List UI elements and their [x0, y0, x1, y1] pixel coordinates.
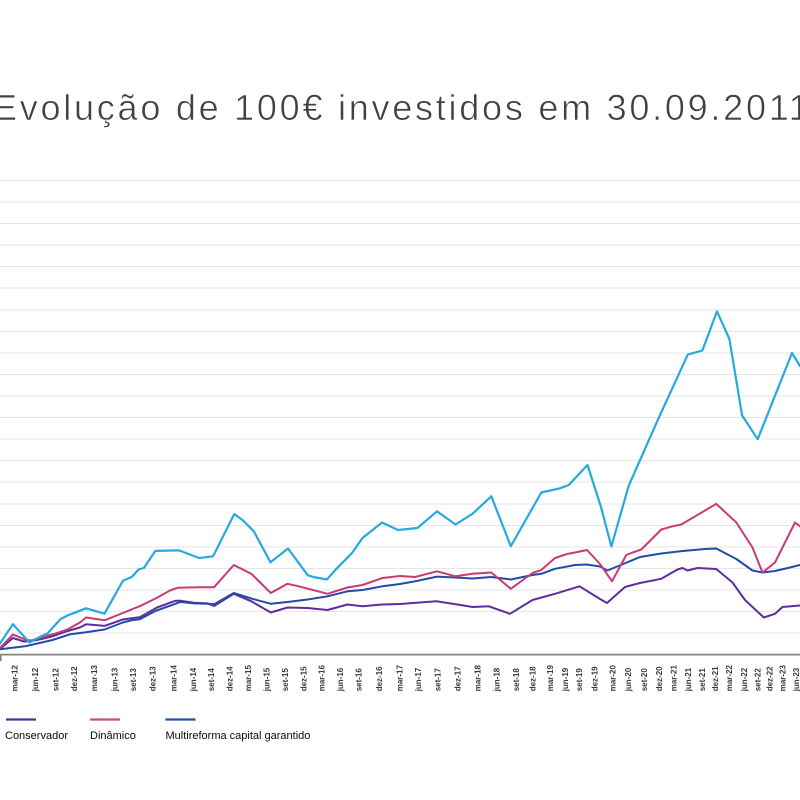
svg-text:jun-13: jun-13 [111, 667, 120, 692]
svg-text:dez-14: dez-14 [226, 666, 235, 691]
svg-text:set-17: set-17 [433, 668, 442, 692]
svg-text:Conservador: Conservador [5, 730, 68, 742]
svg-text:dez-13: dez-13 [148, 666, 157, 691]
svg-text:set-15: set-15 [281, 668, 290, 692]
svg-text:dez-16: dez-16 [375, 666, 384, 691]
svg-text:set-21: set-21 [698, 668, 707, 692]
svg-text:jun-12: jun-12 [31, 667, 40, 692]
svg-text:mar-17: mar-17 [396, 665, 405, 692]
svg-text:jun-16: jun-16 [336, 667, 345, 692]
svg-text:dez-20: dez-20 [655, 666, 664, 691]
svg-text:mar-12: mar-12 [11, 665, 20, 692]
svg-text:mar-22: mar-22 [725, 665, 734, 692]
svg-text:set-20: set-20 [640, 668, 649, 692]
svg-text:set-13: set-13 [129, 668, 138, 692]
svg-text:mar-13: mar-13 [90, 665, 99, 692]
svg-text:set-22: set-22 [754, 668, 763, 692]
svg-text:dez-21: dez-21 [711, 666, 720, 691]
svg-text:mar-18: mar-18 [473, 665, 482, 692]
svg-text:mar-19: mar-19 [546, 665, 555, 692]
svg-text:jun-20: jun-20 [624, 667, 633, 692]
svg-text:Multireforma capital garantido: Multireforma capital garantido [166, 730, 311, 742]
svg-text:dez-17: dez-17 [453, 666, 462, 691]
svg-text:jun-17: jun-17 [414, 667, 423, 692]
svg-text:mar-23: mar-23 [779, 665, 788, 692]
svg-text:dez-15: dez-15 [299, 666, 308, 691]
svg-text:jun-14: jun-14 [189, 667, 198, 692]
svg-text:jun-15: jun-15 [263, 667, 272, 692]
svg-text:set-19: set-19 [575, 668, 584, 692]
svg-text:jun-19: jun-19 [561, 667, 570, 692]
svg-text:dez-22: dez-22 [765, 666, 774, 691]
svg-text:set-14: set-14 [207, 668, 216, 692]
svg-text:jun-18: jun-18 [493, 667, 502, 692]
svg-text:mar-21: mar-21 [669, 665, 678, 692]
svg-text:mar-20: mar-20 [608, 665, 617, 692]
svg-text:set-18: set-18 [512, 668, 521, 692]
svg-text:dez-19: dez-19 [591, 666, 600, 691]
svg-text:Dinâmico: Dinâmico [90, 730, 136, 742]
svg-text:jun-22: jun-22 [740, 667, 749, 692]
svg-text:set-16: set-16 [355, 668, 364, 692]
svg-text:mar-16: mar-16 [318, 665, 327, 692]
svg-text:jun-23: jun-23 [792, 667, 800, 692]
svg-text:mar-15: mar-15 [244, 665, 253, 692]
svg-text:mar-14: mar-14 [170, 665, 179, 692]
svg-text:dez-18: dez-18 [528, 666, 537, 691]
svg-text:dez-12: dez-12 [70, 666, 79, 691]
svg-text:set-12: set-12 [52, 668, 61, 692]
svg-text:jun-21: jun-21 [684, 667, 693, 692]
